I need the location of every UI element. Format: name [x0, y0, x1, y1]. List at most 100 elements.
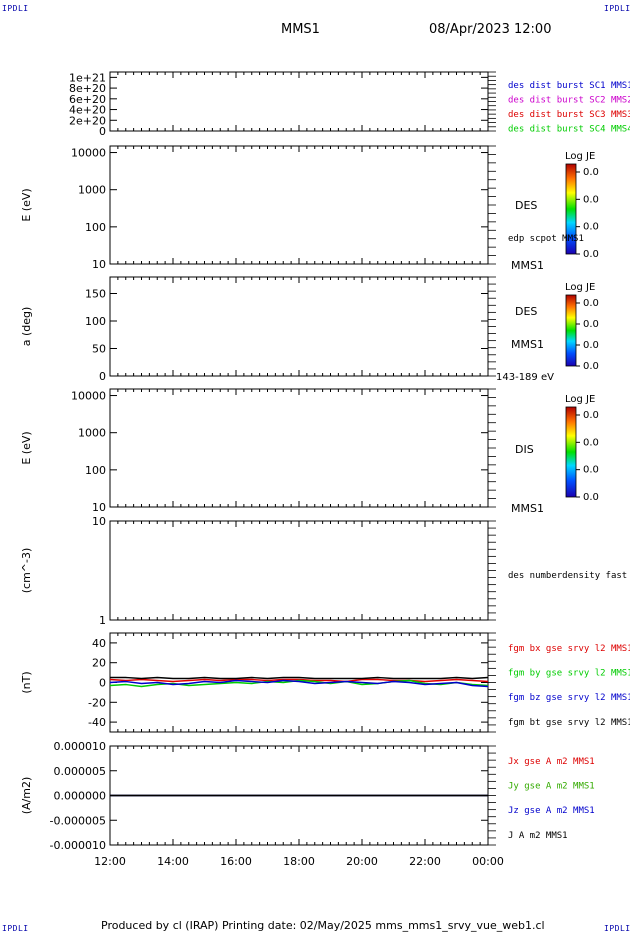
y-tick-label: 1000 [78, 184, 106, 197]
y-tick-label: 20 [92, 657, 106, 670]
series-line [109, 679, 489, 688]
panel-label-spacecraft: MMS1 [511, 259, 544, 272]
legend-entry: des dist burst SC1 MMS1 [508, 81, 630, 91]
legend-entry: J A m2 MMS1 [508, 831, 568, 841]
colorbar-gradient [565, 294, 577, 367]
y-tick-label: -40 [88, 716, 106, 729]
y-tick-label: -20 [88, 696, 106, 709]
y-tick-label: -0.000010 [50, 839, 106, 852]
y-axis-label: (nT) [20, 671, 33, 693]
panel-frame-density [109, 520, 489, 621]
datetime-title: 08/Apr/2023 12:00 [429, 22, 552, 37]
time-axis-label: 18:00 [283, 855, 315, 868]
y-axis-label: a (deg) [20, 307, 33, 347]
colorbar-tick-label: 0.0 [583, 167, 599, 178]
time-axis-label: 20:00 [346, 855, 378, 868]
y-axis-label: (cm^-3) [20, 548, 33, 594]
panel-label-spacecraft: MMS1 [511, 502, 544, 515]
y-axis-label: (A/m2) [20, 777, 33, 815]
panel-frame-dis_energy [109, 388, 489, 508]
colorbar-tick-label: 0.0 [583, 298, 599, 309]
legend-entry: des numberdensity fast M [508, 571, 630, 581]
y-tick-label: 100 [85, 315, 106, 328]
y-tick-label: -0.000005 [50, 814, 106, 827]
colorbar-gradient [565, 163, 577, 255]
colorbar-tick-label: 0.0 [583, 492, 599, 503]
legend-entry: des dist burst SC2 MMS2 [508, 96, 630, 106]
corner-label-top-left: IPDLI [2, 4, 29, 13]
panel-label-instrument: DES [515, 305, 537, 318]
colorbar-tick-label: 0.0 [583, 340, 599, 351]
colorbar-title: Log JE [565, 394, 595, 405]
colorbar-tick-label: 0.0 [583, 437, 599, 448]
legend-entry: Jy gse A m2 MMS1 [508, 782, 595, 792]
y-tick-label: 0.000000 [54, 790, 107, 803]
colorbar-tick-label: 0.0 [583, 319, 599, 330]
y-tick-label: 100 [85, 464, 106, 477]
y-tick-label: 10 [92, 258, 106, 271]
panel-frame-des_energy [109, 145, 489, 265]
colorbar-title: Log JE [565, 151, 595, 162]
y-tick-label: 0 [99, 677, 106, 690]
y-tick-label: 2e+20 [69, 114, 106, 127]
time-axis-label: 22:00 [409, 855, 441, 868]
y-tick-label: 8e+20 [69, 82, 106, 95]
y-tick-label: 10 [92, 515, 106, 528]
legend-entry: des dist burst SC3 MMS3 [508, 110, 630, 120]
corner-label-bottom-left: IPDLI [2, 924, 29, 933]
legend-entry: fgm by gse srvy l2 MMS1 [508, 669, 630, 679]
y-tick-label: 1000 [78, 427, 106, 440]
corner-label-bottom-right: IPDLI [604, 924, 630, 933]
legend-entry: fgm bz gse srvy l2 MMS1 [508, 693, 630, 703]
colorbar-title: Log JE [565, 282, 595, 293]
time-axis-label: 16:00 [220, 855, 252, 868]
colorbar-gradient [565, 406, 577, 498]
y-tick-label: 10000 [71, 147, 106, 160]
panel-frame-bfield [109, 632, 489, 733]
y-tick-label: 0.000005 [54, 765, 107, 778]
legend-entry: Jx gse A m2 MMS1 [508, 757, 595, 767]
colorbar-tick-label: 0.0 [583, 222, 599, 233]
y-tick-label: 1e+21 [69, 71, 106, 84]
colorbar-tick-label: 0.0 [583, 410, 599, 421]
colorbar-tick-label: 0.0 [583, 249, 599, 260]
panel-frame-dist [109, 71, 489, 132]
legend-entry: Jz gse A m2 MMS1 [508, 806, 595, 816]
panel-label-instrument: DES [515, 199, 537, 212]
y-tick-label: 0.000010 [54, 740, 107, 753]
y-tick-label: 150 [85, 288, 106, 301]
colorbar-tick-label: 0.0 [583, 465, 599, 476]
panel-label-instrument: DIS [515, 443, 534, 456]
y-tick-label: 50 [92, 343, 106, 356]
spacecraft-title: MMS1 [281, 22, 320, 37]
time-axis-label: 00:00 [472, 855, 504, 868]
y-tick-label: 10000 [71, 390, 106, 403]
panel-label-spacecraft: MMS1 [511, 338, 544, 351]
y-tick-label: 100 [85, 221, 106, 234]
corner-label-top-right: IPDLI [604, 4, 630, 13]
time-axis-label: 14:00 [157, 855, 189, 868]
y-tick-label: 6e+20 [69, 93, 106, 106]
panel-frame-des_pitch [109, 276, 489, 377]
series-line [109, 679, 489, 688]
colorbar-tick-label: 0.0 [583, 361, 599, 372]
y-axis-label: E (eV) [20, 431, 33, 464]
y-tick-label: 0 [99, 125, 106, 138]
time-axis-label: 12:00 [94, 855, 126, 868]
y-tick-label: 40 [92, 637, 106, 650]
panel-label-energy: 143-189 eV [496, 372, 554, 383]
panel-label-overlay: edp scpot MMS1 [508, 234, 584, 244]
y-axis-label: E (eV) [20, 188, 33, 221]
y-tick-label: 0 [99, 370, 106, 383]
footer-credit: Produced by cl (IRAP) Printing date: 02/… [101, 919, 545, 932]
colorbar-tick-label: 0.0 [583, 194, 599, 205]
y-tick-label: 4e+20 [69, 104, 106, 117]
y-tick-label: 10 [92, 501, 106, 514]
legend-entry: des dist burst SC4 MMS4 [508, 125, 630, 135]
legend-entry: fgm bx gse srvy l2 MMS1 [508, 644, 630, 654]
legend-entry: fgm bt gse srvy l2 MMS1 [508, 718, 630, 728]
series-line [109, 678, 489, 683]
series-line [110, 676, 489, 680]
y-tick-label: 1 [99, 614, 106, 627]
